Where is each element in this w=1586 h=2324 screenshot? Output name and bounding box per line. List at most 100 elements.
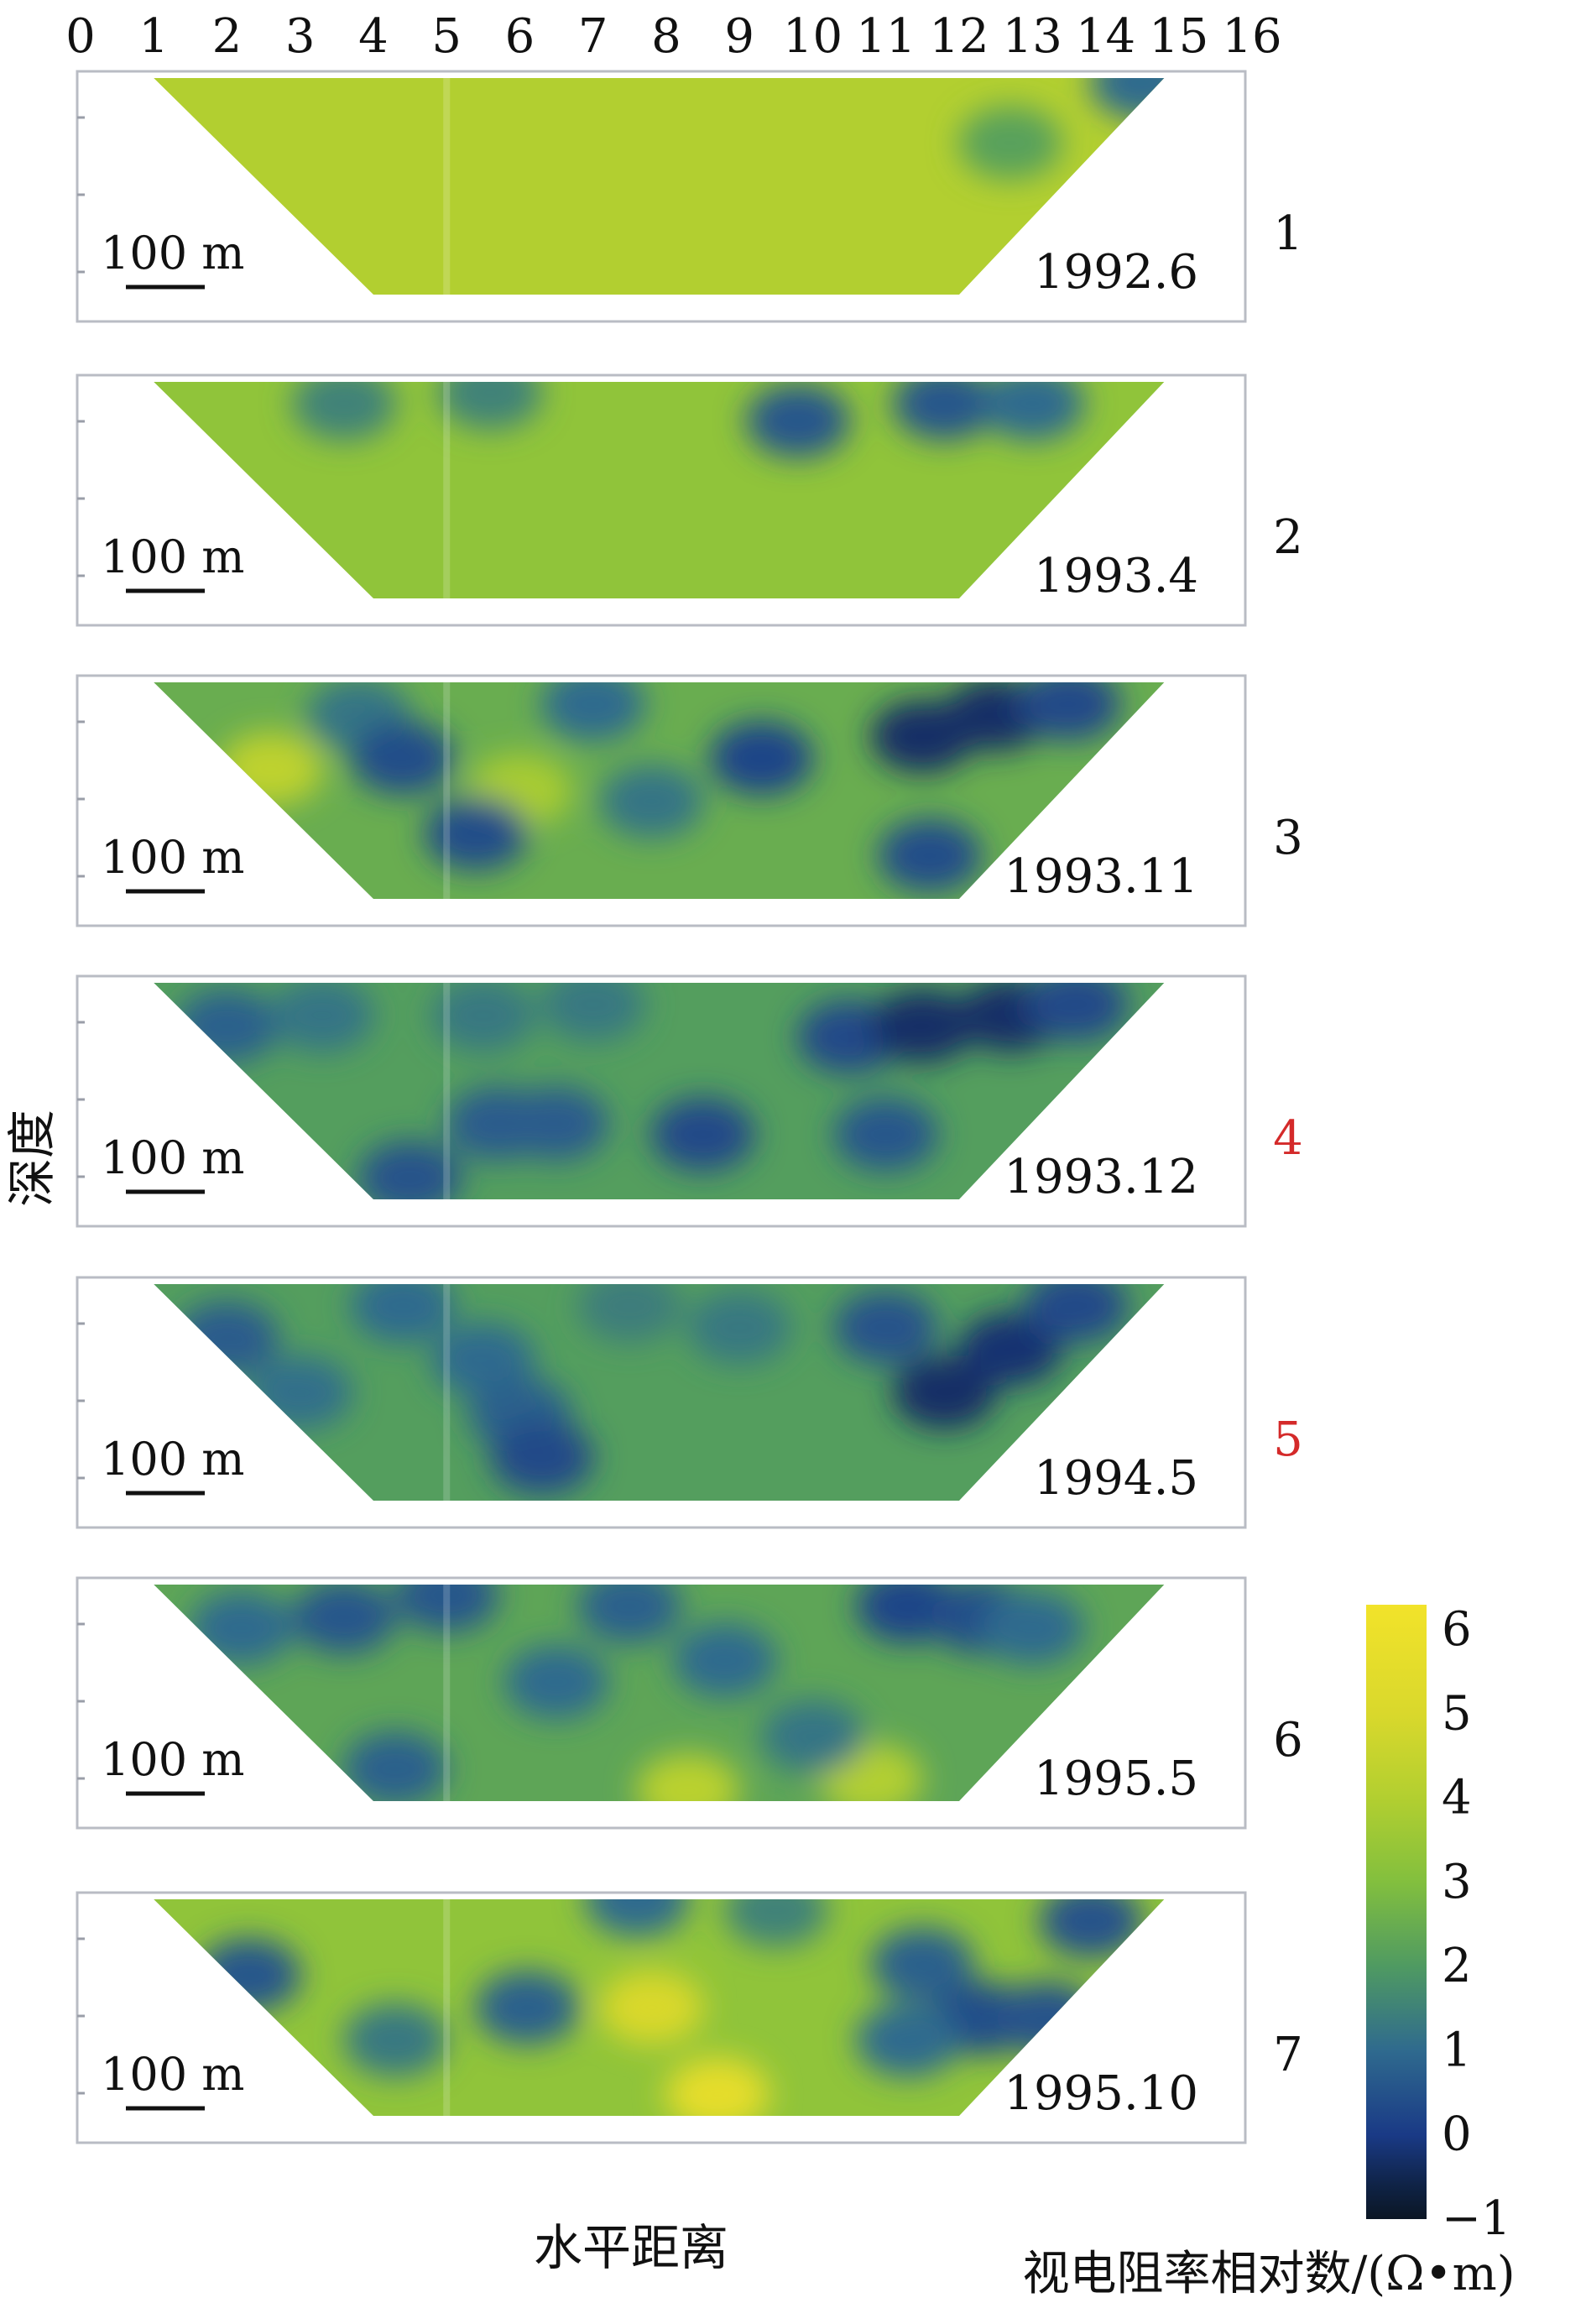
survey-date-label: 1995.5 bbox=[1034, 1752, 1198, 1806]
low-resistivity-anomaly bbox=[1016, 682, 1121, 741]
scale-bar-label: 100 m bbox=[101, 1733, 244, 1786]
y-axis-title: 深度 bbox=[3, 1110, 60, 1207]
colorbar: 6 5 4 3 2 1 0 −1 bbox=[1366, 1602, 1511, 2246]
panel-number: 6 bbox=[1273, 1713, 1303, 1768]
low-resistivity-anomaly bbox=[746, 384, 851, 458]
low-resistivity-anomaly bbox=[958, 106, 1063, 180]
survey-line-stripe bbox=[443, 382, 451, 598]
low-resistivity-anomaly bbox=[723, 1899, 828, 1947]
top-axis-tick-label: 16 bbox=[1222, 9, 1281, 64]
top-axis-tick-label: 11 bbox=[856, 9, 916, 64]
top-axis-tick-label: 7 bbox=[578, 9, 608, 64]
low-resistivity-anomaly bbox=[1024, 1284, 1129, 1343]
colorbar-tick-label: 4 bbox=[1442, 1771, 1472, 1825]
low-resistivity-anomaly bbox=[870, 989, 975, 1063]
top-axis-tick-label: 5 bbox=[431, 9, 462, 64]
section-panel-4: 100 m 1993.12 4 bbox=[76, 974, 1303, 1228]
top-axis-tick-label: 1 bbox=[138, 9, 169, 64]
low-resistivity-anomaly bbox=[980, 382, 1085, 441]
top-axis-tick-label: 14 bbox=[1076, 9, 1135, 64]
top-axis-tick-label: 9 bbox=[724, 9, 754, 64]
survey-line-stripe bbox=[443, 78, 451, 295]
section-panel-5: 100 m 1994.5 5 bbox=[76, 1276, 1303, 1529]
survey-date-label: 1993.4 bbox=[1034, 549, 1198, 603]
colorbar-ticks: 6 5 4 3 2 1 0 −1 bbox=[1442, 1602, 1511, 2246]
survey-line-stripe bbox=[443, 1899, 451, 2116]
low-resistivity-anomaly bbox=[672, 1623, 777, 1698]
panel-number: 3 bbox=[1273, 811, 1303, 865]
survey-line-stripe bbox=[443, 1284, 451, 1501]
survey-date-label: 1994.5 bbox=[1034, 1451, 1198, 1506]
survey-date-label: 1995.10 bbox=[1004, 2066, 1198, 2121]
low-resistivity-anomaly bbox=[855, 2003, 960, 2077]
low-resistivity-anomaly bbox=[833, 1097, 938, 1172]
colorbar-tick-label: 5 bbox=[1442, 1686, 1472, 1741]
section-panel-3: 100 m 1993.11 3 bbox=[76, 674, 1303, 927]
survey-line-stripe bbox=[443, 1585, 451, 1801]
scale-bar-label: 100 m bbox=[101, 1131, 244, 1184]
low-resistivity-anomaly bbox=[833, 1290, 938, 1365]
top-axis-tick-label: 4 bbox=[358, 9, 389, 64]
high-resistivity-anomaly bbox=[636, 1753, 741, 1801]
low-resistivity-anomaly bbox=[540, 682, 645, 741]
scale-bar-label: 100 m bbox=[101, 227, 244, 279]
low-resistivity-anomaly bbox=[650, 1097, 755, 1172]
survey-date-label: 1993.11 bbox=[1004, 849, 1198, 904]
section-panel-1: 100 m 1992.6 1 bbox=[76, 70, 1303, 323]
top-axis-tick-label: 3 bbox=[285, 9, 316, 64]
scale-bar-label: 100 m bbox=[101, 1433, 244, 1486]
x-axis-title: 水平距离 bbox=[534, 2219, 728, 2276]
low-resistivity-anomaly bbox=[350, 1284, 455, 1343]
top-axis-tick-label: 6 bbox=[505, 9, 535, 64]
scale-bar-label: 100 m bbox=[101, 831, 244, 884]
low-resistivity-anomaly bbox=[1024, 983, 1129, 1042]
low-resistivity-anomaly bbox=[687, 1290, 792, 1365]
low-resistivity-anomaly bbox=[870, 1927, 975, 2002]
low-resistivity-anomaly bbox=[475, 1971, 580, 2045]
panel-number: 2 bbox=[1273, 510, 1303, 565]
section-panel-7: 100 m 1995.10 7 bbox=[76, 1891, 1303, 2144]
low-resistivity-anomaly bbox=[709, 721, 814, 796]
colorbar-tick-label: 1 bbox=[1442, 2023, 1472, 2077]
low-resistivity-anomaly bbox=[292, 1585, 397, 1654]
top-axis-tick-label: 10 bbox=[783, 9, 843, 64]
colorbar-tick-label: 3 bbox=[1442, 1855, 1472, 1909]
colorbar-gradient bbox=[1366, 1605, 1427, 2219]
low-resistivity-anomaly bbox=[504, 1645, 609, 1720]
low-resistivity-anomaly bbox=[892, 382, 997, 441]
top-axis-tick-label: 8 bbox=[651, 9, 681, 64]
survey-line-stripe bbox=[443, 682, 451, 899]
top-axis-tick-label: 12 bbox=[929, 9, 989, 64]
colorbar-tick-label: 2 bbox=[1442, 1939, 1472, 1993]
section-panel-6: 100 m 1995.5 6 bbox=[76, 1576, 1303, 1830]
high-resistivity-anomaly bbox=[665, 2057, 770, 2116]
low-resistivity-anomaly bbox=[343, 2003, 448, 2077]
top-axis-tick-label: 15 bbox=[1149, 9, 1208, 64]
low-resistivity-anomaly bbox=[394, 1585, 499, 1632]
low-resistivity-anomaly bbox=[980, 1590, 1085, 1665]
low-resistivity-anomaly bbox=[430, 983, 535, 1052]
low-resistivity-anomaly bbox=[438, 382, 543, 430]
colorbar-tick-label: 6 bbox=[1442, 1602, 1472, 1657]
scale-bar-label: 100 m bbox=[101, 530, 244, 583]
panel-number: 4 bbox=[1273, 1111, 1303, 1166]
low-resistivity-anomaly bbox=[1090, 78, 1165, 120]
colorbar-tick-label: −1 bbox=[1442, 2191, 1511, 2246]
low-resistivity-anomaly bbox=[892, 1355, 997, 1429]
low-resistivity-anomaly bbox=[878, 818, 983, 893]
low-resistivity-anomaly bbox=[357, 1141, 462, 1199]
low-resistivity-anomaly bbox=[489, 1420, 594, 1495]
low-resistivity-anomaly bbox=[760, 1699, 865, 1773]
low-resistivity-anomaly bbox=[577, 1585, 682, 1643]
top-distance-axis: 0 1 2 3 4 5 6 7 8 9 10 11 12 13 14 15 16 bbox=[65, 9, 1281, 64]
low-resistivity-anomaly bbox=[585, 1899, 690, 1936]
section-panel-2: 100 m 1993.4 2 bbox=[76, 373, 1303, 627]
top-axis-tick-label: 0 bbox=[65, 9, 96, 64]
panel-number: 5 bbox=[1273, 1413, 1303, 1467]
low-resistivity-anomaly bbox=[1039, 1899, 1144, 1958]
panel-number: 7 bbox=[1273, 2028, 1303, 2082]
low-resistivity-anomaly bbox=[540, 983, 645, 1042]
survey-date-label: 1992.6 bbox=[1034, 245, 1198, 300]
low-resistivity-anomaly bbox=[577, 1284, 682, 1343]
